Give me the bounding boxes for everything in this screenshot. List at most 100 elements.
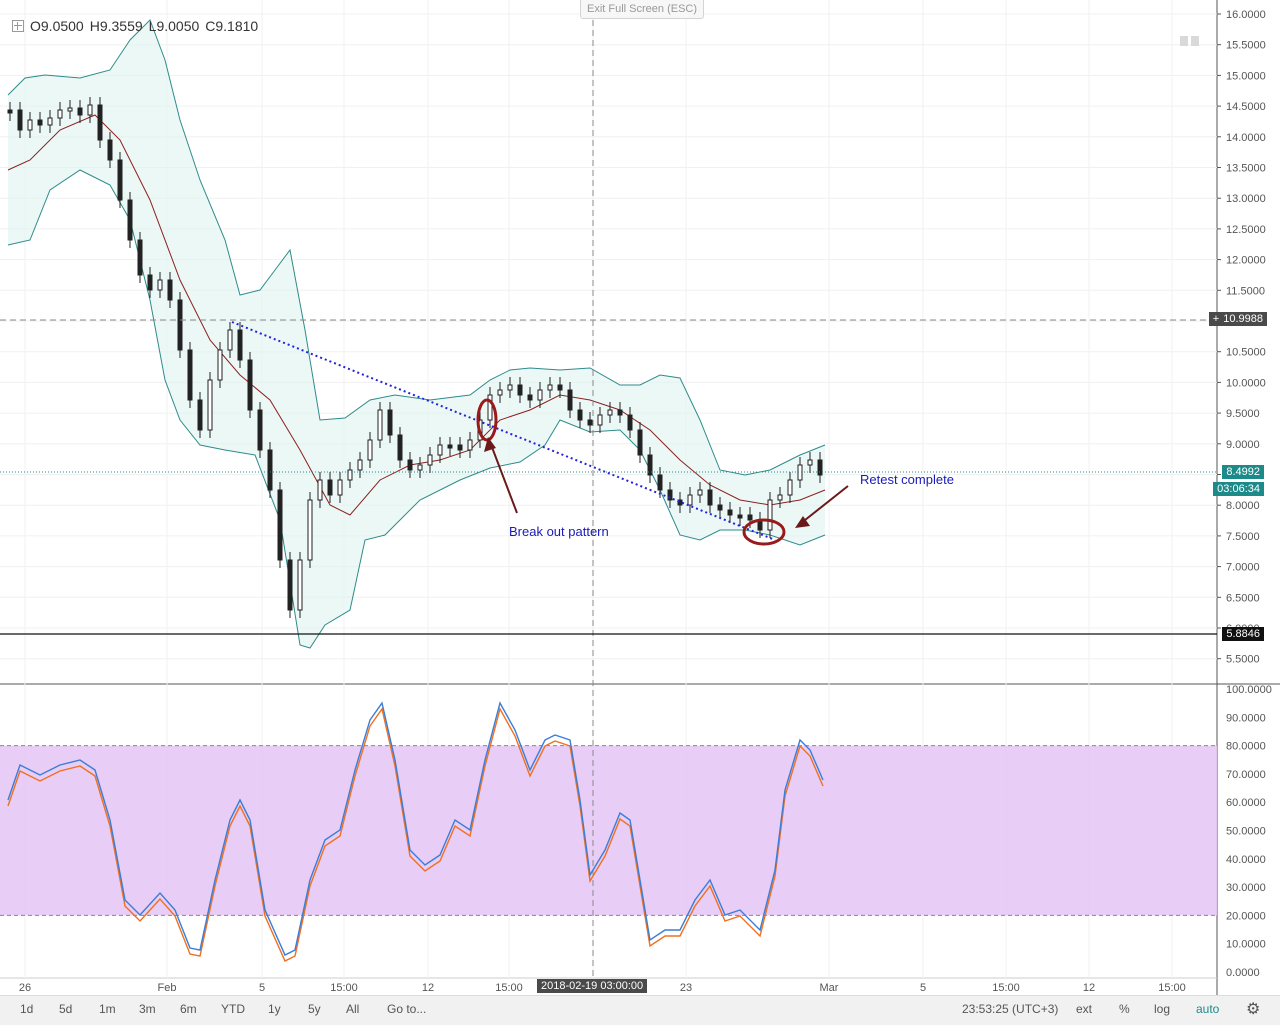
candle-body	[397, 434, 403, 461]
breakout-annotation: Break out pattern	[509, 524, 609, 539]
range-1y[interactable]: 1y	[268, 1002, 281, 1016]
range-1d[interactable]: 1d	[20, 1002, 34, 1016]
breakout-ellipse	[476, 398, 498, 442]
candle-body	[427, 454, 433, 466]
bollinger-lower	[7, 169, 826, 649]
candle-body	[57, 109, 63, 119]
range-3m[interactable]: 3m	[139, 1002, 156, 1016]
time-tick-label: 5	[920, 982, 926, 994]
candle-body	[27, 119, 33, 131]
bollinger-upper	[7, 19, 826, 476]
osc-tick-label: 80.0000	[1226, 741, 1266, 753]
price-tick-label: 10.5000	[1226, 347, 1266, 359]
time-tick-label: Feb	[158, 982, 177, 994]
clock[interactable]: 23:53:25 (UTC+3)	[962, 1002, 1059, 1016]
candle-body	[697, 489, 703, 496]
candle-body	[657, 474, 663, 491]
percent-toggle[interactable]: %	[1119, 1002, 1130, 1016]
price-tick-label: 15.5000	[1226, 40, 1266, 52]
time-tick-label: 15:00	[330, 982, 358, 994]
candle-body	[87, 104, 93, 116]
time-tick-label: 15:00	[1158, 982, 1186, 994]
exit-fullscreen-button[interactable]: Exit Full Screen (ESC)	[580, 0, 705, 19]
candle-body	[97, 104, 103, 141]
candle-body	[547, 384, 553, 391]
candle-body	[7, 109, 13, 114]
candle-body	[447, 444, 453, 449]
candle-body	[707, 489, 713, 506]
range-5d[interactable]: 5d	[59, 1002, 73, 1016]
pause-icon[interactable]	[1180, 36, 1199, 46]
candle-body	[417, 464, 423, 471]
price-tick-label: 6.5000	[1226, 592, 1260, 604]
candle-body	[597, 414, 603, 426]
ohlc-legend: O9.0500 H9.3559 L9.0050 C9.1810	[12, 18, 258, 34]
expand-legend-icon[interactable]	[12, 20, 24, 32]
price-tick-label: 14.5000	[1226, 101, 1266, 113]
candle-body	[247, 359, 253, 411]
chart-area[interactable]: 16.0000 15.5000 15.0000 14.5000 14.0000 13.50…	[0, 0, 1280, 995]
crosshair-price-tag: +10.9988	[1208, 312, 1267, 326]
candle-body	[537, 389, 543, 401]
candle-body	[187, 349, 193, 401]
auto-toggle[interactable]: auto	[1196, 1002, 1220, 1016]
candle-body	[767, 499, 773, 531]
retest-ellipse	[742, 518, 786, 546]
time-tick-label: 12	[1083, 982, 1095, 994]
support-price-tag: 5.8846	[1222, 627, 1264, 641]
crosshair-price-value: 10.9988	[1223, 313, 1263, 325]
range-all[interactable]: All	[346, 1002, 360, 1016]
plus-icon[interactable]: +	[1212, 313, 1220, 325]
candle-body	[337, 479, 343, 496]
candle-body	[227, 329, 233, 351]
price-tick-label: 16.0000	[1226, 9, 1266, 21]
candle-body	[787, 479, 793, 496]
range-5y[interactable]: 5y	[308, 1002, 321, 1016]
candle-body	[77, 107, 83, 116]
price-tick-label: 5.5000	[1226, 654, 1260, 666]
goto-button[interactable]: Go to...	[387, 1002, 427, 1016]
price-tick-label: 7.5000	[1226, 531, 1260, 543]
candle-body	[437, 444, 443, 456]
candle-body	[637, 429, 643, 456]
candle-body	[167, 279, 173, 301]
candle-body	[47, 117, 53, 126]
log-toggle[interactable]: log	[1154, 1002, 1171, 1016]
range-ytd[interactable]: YTD	[221, 1002, 245, 1016]
breakout-arrowhead	[484, 437, 496, 452]
candle-body	[777, 494, 783, 501]
candle-body	[107, 139, 113, 161]
candle-body	[467, 439, 473, 451]
range-1m[interactable]: 1m	[99, 1002, 116, 1016]
osc-tick-label: 50.0000	[1226, 826, 1266, 838]
range-6m[interactable]: 6m	[180, 1002, 197, 1016]
time-tick-label: 15:00	[992, 982, 1020, 994]
retest-annotation: Retest complete	[860, 472, 954, 487]
ext-toggle[interactable]: ext	[1076, 1002, 1093, 1016]
candle-body	[677, 499, 683, 506]
gear-icon[interactable]: ⚙	[1246, 1001, 1261, 1018]
candle-body	[727, 509, 733, 516]
candle-body	[327, 479, 333, 496]
price-tick-label: 15.0000	[1226, 70, 1266, 82]
stoch-d-line	[7, 707, 824, 962]
price-tick-label: 12.0000	[1226, 255, 1266, 267]
candle-body	[17, 109, 23, 131]
candle-body	[647, 454, 653, 476]
time-tick-label: 5	[259, 982, 265, 994]
countdown-tag: 03:06:34	[1213, 482, 1264, 496]
candle-body	[137, 239, 143, 276]
breakout-arrow	[489, 441, 518, 514]
candle-body	[627, 414, 633, 431]
candle-body	[147, 274, 153, 291]
candle-body	[357, 459, 363, 471]
price-chart[interactable]: 16.0000 15.5000 15.0000 14.5000 14.0000 13.50…	[0, 0, 1280, 995]
candle-body	[457, 444, 463, 451]
candle-body	[517, 384, 523, 396]
candle-body	[67, 107, 73, 112]
candle-body	[817, 459, 823, 476]
price-tick-label: 9.0000	[1226, 439, 1260, 451]
candle-body	[127, 199, 133, 241]
stoch-zone	[0, 745, 1217, 916]
candle-body	[237, 329, 243, 361]
